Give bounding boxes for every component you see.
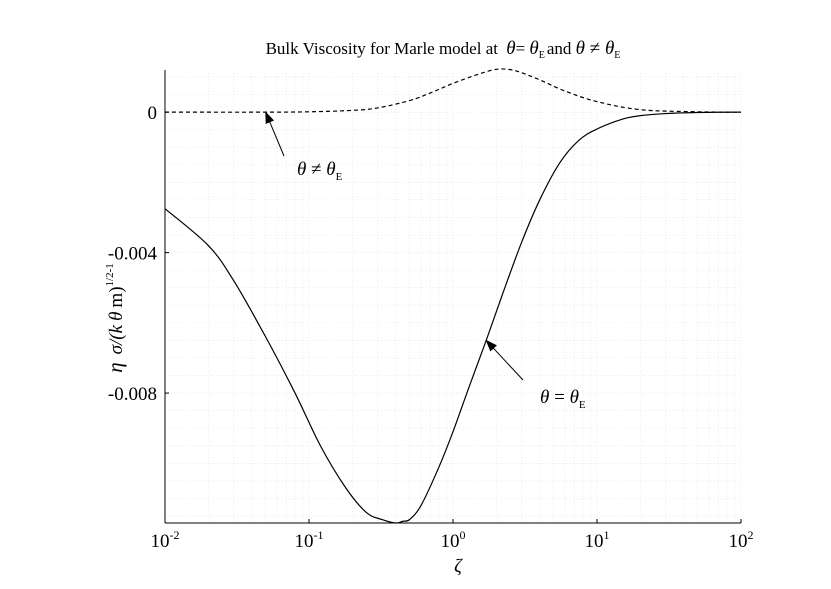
series-line-dashed <box>164 68 742 113</box>
series-line-solid <box>164 111 742 524</box>
annotation-label: θ = θE <box>540 387 586 411</box>
x-tick-label: 10-1 <box>295 528 324 552</box>
y-tick-labels: 0 -0.004 -0.008 <box>108 103 169 405</box>
annotations: θ ≠ θE θ = θE <box>265 111 586 411</box>
y-tick-label: 0 <box>148 103 158 124</box>
annotation-label: θ ≠ θE <box>297 159 343 183</box>
x-tick-label: 101 <box>585 528 610 552</box>
grid <box>164 70 742 523</box>
annotation-arrow <box>485 339 524 381</box>
series-layer <box>164 68 742 524</box>
x-tick-label: 10-2 <box>151 528 180 552</box>
annotation-arrow <box>265 111 285 157</box>
y-axis-label: ησ/(kθm)1/2-1 <box>103 263 127 373</box>
x-tick-label: 100 <box>441 528 466 552</box>
y-tick-label: -0.008 <box>108 384 157 405</box>
x-axis-label: ζ <box>454 556 463 577</box>
x-tick-labels: 10-2 10-1 100 101 102 <box>151 519 754 552</box>
x-tick-label: 102 <box>729 528 754 552</box>
y-tick-label: -0.004 <box>108 244 158 265</box>
chart-title: Bulk Viscosity for Marle model at θ= θE a… <box>266 38 621 61</box>
